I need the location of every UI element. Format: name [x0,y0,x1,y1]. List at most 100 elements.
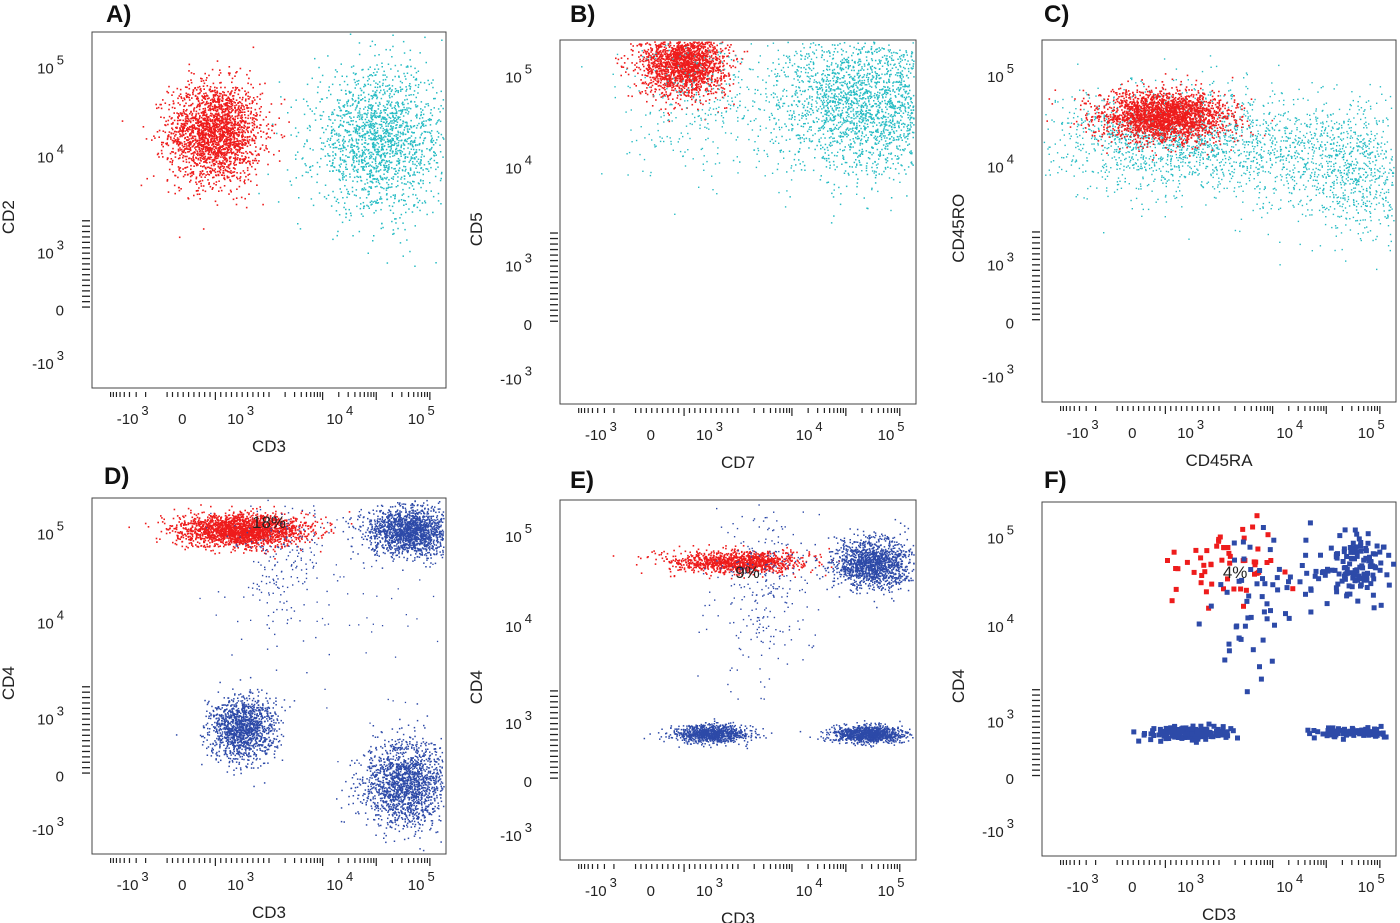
data-point [631,95,633,98]
data-point [239,101,242,104]
data-point [359,126,362,129]
data-point [239,67,242,70]
data-point [365,124,367,127]
data-point [167,123,169,126]
data-point [342,159,344,161]
data-point [229,130,232,132]
data-point [384,132,386,134]
data-point [254,108,257,111]
data-point [201,102,204,104]
data-point [344,130,347,132]
data-point [218,114,221,116]
data-point [226,166,228,168]
data-point [343,106,345,108]
data-point [400,113,402,115]
data-point [324,145,326,148]
data-point [326,140,328,142]
data-point [669,55,671,58]
data-point [346,131,348,134]
data-point [375,95,378,97]
data-point [432,139,435,142]
data-point [224,86,226,89]
data-point [654,62,656,65]
data-point [406,130,409,132]
data-point [224,114,226,117]
data-point [209,107,211,109]
data-point [192,117,194,119]
data-point [677,43,680,46]
data-point [358,53,361,56]
data-point [399,126,402,128]
data-point [342,144,344,146]
data-point [200,165,202,167]
data-point [223,140,226,143]
data-point [247,141,249,143]
data-point [199,91,201,94]
data-point [199,198,201,200]
data-point [383,153,385,156]
data-point [350,120,352,122]
data-point [229,106,231,108]
data-point [336,139,339,142]
data-point [206,126,208,128]
data-point [404,200,406,202]
data-point [684,81,687,83]
data-point [200,172,203,174]
data-point [361,118,363,121]
data-point [402,121,405,123]
data-point [220,156,222,158]
data-point [239,142,242,145]
data-point [402,133,404,136]
data-point [235,197,238,199]
data-point [222,121,225,124]
data-point [227,110,230,113]
data-point [227,127,230,129]
data-point [732,65,734,67]
data-point [225,102,228,104]
data-point [364,160,366,163]
data-point [205,79,207,81]
data-point [398,199,400,202]
data-point [221,119,224,121]
data-point [192,144,195,147]
data-point [337,202,340,204]
data-point [238,185,241,188]
data-point [239,117,242,119]
data-point [723,64,725,67]
data-point [361,143,363,145]
data-point [179,154,181,157]
data-point [180,153,183,155]
data-point [400,90,402,92]
data-point [306,100,308,103]
y-tick-label: 105 [37,53,64,78]
data-point [408,128,411,130]
data-point [227,144,230,147]
data-point [343,160,346,162]
data-point [200,77,202,80]
data-point [436,139,438,141]
data-point [442,136,444,139]
data-point [224,109,227,111]
data-point [327,125,329,127]
data-point [692,88,694,91]
data-point [371,95,374,97]
data-point [207,119,210,122]
data-point [335,210,338,212]
data-point [350,112,352,114]
data-point [213,123,215,126]
data-point [348,208,350,211]
data-point [227,142,230,144]
data-point [701,62,703,65]
data-point [349,105,352,107]
data-point [442,156,444,158]
data-point [393,154,396,157]
data-point [425,131,427,133]
data-point [210,150,212,152]
data-point [425,103,427,105]
data-point [185,166,187,169]
data-point [248,98,250,100]
data-point [352,235,354,237]
data-point [385,122,387,125]
data-point [168,108,170,111]
data-point [235,203,238,206]
